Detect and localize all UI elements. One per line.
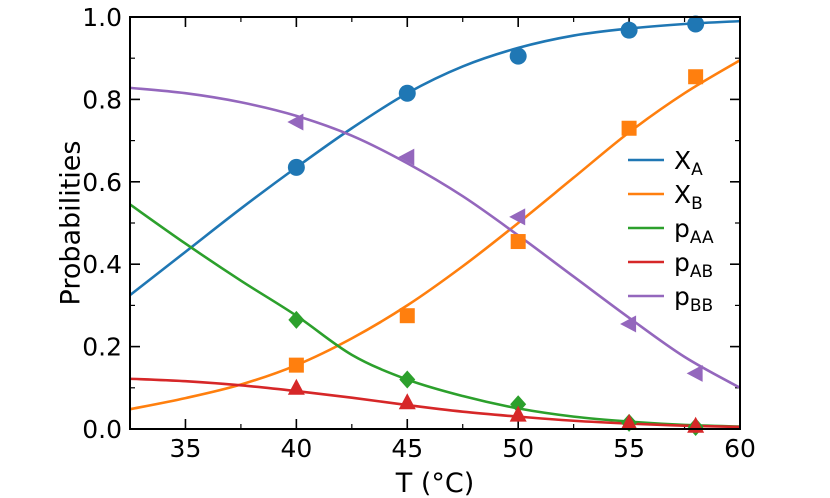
point-p-bb <box>509 208 526 226</box>
y-tick-label: 0.6 <box>82 168 122 197</box>
point-x-a <box>398 84 416 102</box>
point-p-ab <box>620 413 638 430</box>
point-p-ab <box>287 378 305 395</box>
point-p-aa <box>510 395 527 414</box>
point-x-b <box>621 120 637 136</box>
x-tick-label: 60 <box>724 434 756 463</box>
legend-label-p-ab: pAB <box>674 248 713 282</box>
point-x-a <box>687 15 705 33</box>
point-x-b <box>288 357 304 373</box>
point-x-a <box>620 21 638 39</box>
y-tick-label: 0.2 <box>82 333 122 362</box>
y-tick-label: 0.0 <box>82 415 122 444</box>
x-tick-label: 55 <box>613 434 645 463</box>
point-p-aa <box>288 310 305 329</box>
tick-labels: 35 40 45 50 55 60 0.0 0.2 0.4 0.6 0.8 1.0 <box>82 3 756 463</box>
legend-subscript: AB <box>690 262 713 282</box>
fit-curves <box>130 19 740 429</box>
curve-p-bb <box>130 86 740 389</box>
point-x-a <box>509 47 527 65</box>
x-axis-label: T (°C) <box>395 468 475 498</box>
point-p-ab <box>398 393 416 410</box>
legend-main-text: p <box>674 282 690 311</box>
legend-subscript: BB <box>690 296 713 316</box>
y-tick-label: 0.4 <box>82 250 122 279</box>
point-p-bb <box>287 113 304 131</box>
y-axis-label: Probabilities <box>55 141 86 306</box>
point-p-ab <box>509 405 527 422</box>
x-tick-label: 35 <box>170 434 202 463</box>
legend-subscript: AA <box>690 228 714 248</box>
data-markers <box>287 15 705 436</box>
point-x-b <box>399 308 415 324</box>
legend-main-text: p <box>674 248 690 277</box>
point-p-bb <box>686 364 703 382</box>
y-tick-label: 1.0 <box>82 3 122 32</box>
point-p-aa <box>399 370 416 389</box>
point-x-b <box>510 234 526 250</box>
curve-p-ab <box>130 377 740 429</box>
legend-subscript: A <box>691 160 703 180</box>
legend-main-text: X <box>674 180 691 209</box>
legend-main-text: X <box>674 146 691 175</box>
legend-label-p-bb: pBB <box>674 282 713 316</box>
curve-p-aa <box>130 203 740 428</box>
y-tick-label: 0.8 <box>82 85 122 114</box>
plot-frame <box>129 16 741 430</box>
legend-subscript: B <box>691 194 703 214</box>
curve-x-b <box>130 59 740 411</box>
point-x-b <box>688 69 704 85</box>
legend-label-x-a: XA <box>674 146 703 180</box>
x-tick-label: 40 <box>280 434 312 463</box>
x-tick-label: 45 <box>391 434 423 463</box>
point-p-bb <box>398 148 415 166</box>
point-p-bb <box>620 315 637 333</box>
curve-x-a <box>130 19 740 297</box>
x-tick-label: 50 <box>502 434 534 463</box>
legend-label-p-aa: pAA <box>674 214 714 248</box>
legend-label-x-b: XB <box>674 180 703 214</box>
point-x-a <box>287 158 305 176</box>
legend-main-text: p <box>674 214 690 243</box>
